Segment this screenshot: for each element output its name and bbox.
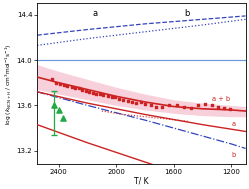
Point [130, 101, 134, 104]
Point [134, 102, 138, 105]
Text: a: a [92, 9, 97, 18]
Text: a: a [231, 121, 235, 127]
X-axis label: T/ K: T/ K [134, 177, 149, 186]
Point [149, 104, 153, 107]
Point [50, 78, 54, 81]
Point [84, 89, 88, 92]
Point [101, 94, 105, 97]
Point [167, 104, 171, 107]
Text: a + b: a + b [212, 96, 231, 102]
Point [113, 96, 117, 99]
Point [154, 105, 158, 108]
Point [72, 87, 76, 90]
Point [61, 116, 65, 119]
Point [94, 93, 98, 96]
Point [52, 104, 56, 107]
Point [222, 106, 226, 109]
Point [182, 105, 186, 108]
Point [110, 96, 114, 99]
Point [57, 108, 61, 112]
Point [54, 81, 58, 84]
Point [80, 88, 84, 91]
Point [65, 85, 69, 88]
Point [175, 104, 179, 107]
Point [210, 104, 214, 107]
Point [98, 93, 102, 96]
Point [228, 107, 232, 110]
Point [122, 98, 125, 101]
Point [62, 84, 66, 87]
Point [203, 103, 207, 106]
Text: b: b [184, 9, 189, 18]
Point [106, 95, 110, 98]
Point [143, 103, 147, 106]
Point [160, 105, 164, 108]
Text: b: b [231, 153, 235, 159]
Point [196, 104, 200, 107]
Point [91, 91, 95, 94]
Y-axis label: log ($k_{\mathrm{NCN+H}}$ / cm$^3$mol$^{-1}$s$^{-1}$): log ($k_{\mathrm{NCN+H}}$ / cm$^3$mol$^{… [3, 43, 14, 125]
Point [70, 86, 74, 89]
Point [87, 90, 91, 93]
Point [117, 97, 121, 100]
Point [126, 99, 130, 102]
Point [77, 87, 81, 90]
Point [139, 101, 143, 104]
Point [58, 82, 62, 85]
Point [189, 106, 193, 109]
Point [216, 105, 220, 108]
